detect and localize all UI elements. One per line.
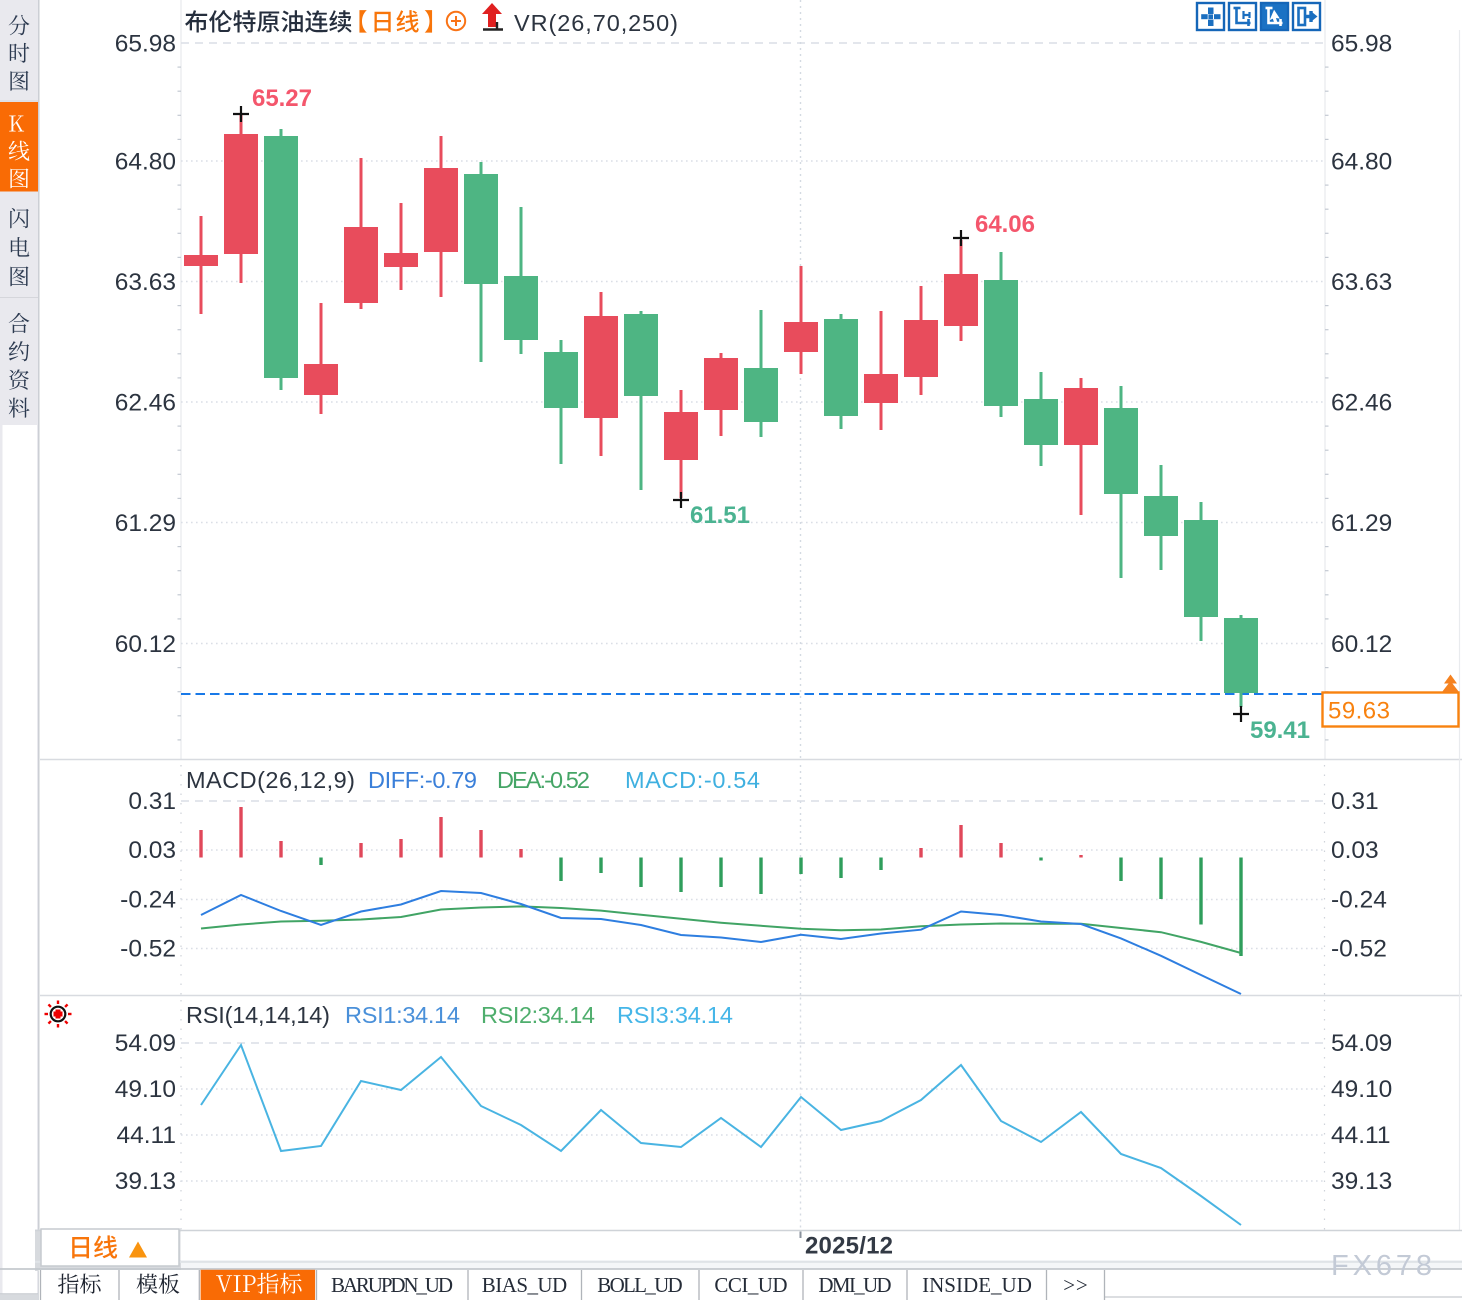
svg-text:>>: >> bbox=[1063, 1273, 1087, 1297]
svg-text:39.13: 39.13 bbox=[115, 1168, 176, 1195]
svg-text:59.63: 59.63 bbox=[1328, 698, 1390, 725]
svg-text:61.29: 61.29 bbox=[115, 510, 176, 537]
svg-text:CCI_UD: CCI_UD bbox=[714, 1273, 787, 1297]
svg-text:64.80: 64.80 bbox=[115, 149, 176, 176]
svg-text:60.12: 60.12 bbox=[115, 631, 176, 658]
svg-text:MACD(26,12,9): MACD(26,12,9) bbox=[186, 767, 355, 793]
svg-text:RSI(14,14,14): RSI(14,14,14) bbox=[186, 1002, 330, 1028]
svg-text:0.03: 0.03 bbox=[1331, 837, 1379, 864]
svg-text:44.11: 44.11 bbox=[117, 1122, 177, 1149]
svg-text:64.06: 64.06 bbox=[975, 211, 1035, 238]
svg-text:39.13: 39.13 bbox=[1331, 1168, 1392, 1195]
svg-text:64.80: 64.80 bbox=[1331, 149, 1392, 176]
svg-text:63.63: 63.63 bbox=[115, 269, 176, 296]
svg-text:RSI1:34.14: RSI1:34.14 bbox=[345, 1002, 460, 1028]
svg-text:0.31: 0.31 bbox=[128, 788, 176, 815]
svg-text:60.12: 60.12 bbox=[1331, 631, 1392, 658]
svg-text:54.09: 54.09 bbox=[115, 1030, 176, 1057]
svg-text:44.11: 44.11 bbox=[1331, 1122, 1391, 1149]
svg-text:61.29: 61.29 bbox=[1331, 510, 1392, 537]
svg-text:65.27: 65.27 bbox=[252, 85, 312, 112]
svg-text:FX678: FX678 bbox=[1331, 1250, 1432, 1282]
svg-text:65.98: 65.98 bbox=[115, 31, 176, 58]
svg-text:54.09: 54.09 bbox=[1331, 1030, 1392, 1057]
svg-text:59.41: 59.41 bbox=[1250, 717, 1310, 744]
svg-text:DEA:-0.52: DEA:-0.52 bbox=[497, 767, 590, 793]
svg-text:-0.24: -0.24 bbox=[120, 887, 176, 914]
svg-text:62.46: 62.46 bbox=[1331, 390, 1392, 417]
svg-text:BIAS_UD: BIAS_UD bbox=[482, 1273, 567, 1297]
svg-text:0.31: 0.31 bbox=[1331, 788, 1379, 815]
svg-text:63.63: 63.63 bbox=[1331, 269, 1392, 296]
svg-text:-0.52: -0.52 bbox=[1331, 936, 1387, 963]
svg-text:2025/12: 2025/12 bbox=[805, 1233, 893, 1260]
svg-text:VR(26,70,250): VR(26,70,250) bbox=[514, 10, 678, 36]
svg-text:RSI3:34.14: RSI3:34.14 bbox=[617, 1002, 733, 1028]
svg-text:49.10: 49.10 bbox=[1331, 1076, 1392, 1103]
svg-text:INSIDE_UD: INSIDE_UD bbox=[922, 1273, 1032, 1297]
svg-text:65.98: 65.98 bbox=[1331, 31, 1392, 58]
svg-text:DIFF:-0.79: DIFF:-0.79 bbox=[368, 767, 477, 793]
svg-text:BARUPDN_UD: BARUPDN_UD bbox=[331, 1273, 453, 1297]
svg-text:DMI_UD: DMI_UD bbox=[818, 1273, 891, 1297]
svg-text:-0.24: -0.24 bbox=[1331, 887, 1387, 914]
svg-text:BOLL_UD: BOLL_UD bbox=[597, 1273, 682, 1297]
svg-text:MACD:-0.54: MACD:-0.54 bbox=[625, 767, 760, 793]
svg-text:0.03: 0.03 bbox=[128, 837, 176, 864]
svg-text:-0.52: -0.52 bbox=[120, 936, 176, 963]
svg-text:61.51: 61.51 bbox=[690, 502, 750, 529]
svg-text:62.46: 62.46 bbox=[115, 390, 176, 417]
svg-text:RSI2:34.14: RSI2:34.14 bbox=[481, 1002, 595, 1028]
svg-text:49.10: 49.10 bbox=[115, 1076, 176, 1103]
